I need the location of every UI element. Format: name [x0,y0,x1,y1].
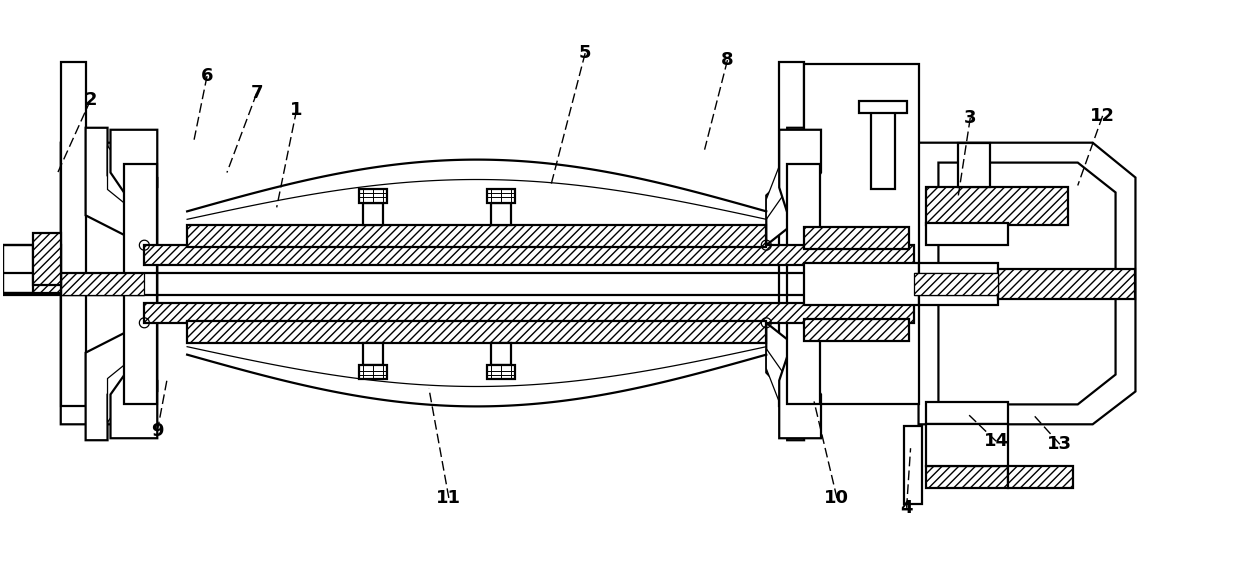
Text: 12: 12 [1090,107,1115,125]
Bar [61,273,144,295]
Bar [804,319,908,341]
Bar [1009,466,1073,488]
Polygon shape [938,163,1115,404]
Bar [958,143,990,188]
Bar [927,403,1009,424]
Polygon shape [108,349,144,422]
Polygon shape [108,146,144,219]
Text: 2: 2 [84,91,97,109]
Text: 1: 1 [290,101,302,119]
Bar [927,424,1009,466]
Bar [913,273,999,295]
Bar [363,204,383,225]
Polygon shape [766,146,787,219]
Text: 14: 14 [984,432,1009,450]
Bar [33,245,61,293]
Bar [359,365,387,379]
Bar [903,426,922,504]
Polygon shape [766,128,804,245]
Text: 9: 9 [151,422,164,440]
Bar [487,189,514,204]
Text: 4: 4 [901,499,913,517]
Bar [491,204,510,225]
Bar [927,223,1009,245]
Bar [999,269,1135,299]
Polygon shape [779,357,821,438]
Bar [61,62,85,407]
Polygon shape [918,143,1135,424]
Bar [871,105,895,189]
Polygon shape [779,130,821,213]
Bar [804,263,918,305]
Bar [144,303,913,323]
Bar [187,225,766,247]
Bar [491,342,510,365]
Text: 11: 11 [436,489,461,507]
Text: 6: 6 [201,67,213,85]
Polygon shape [110,130,157,213]
Text: 3: 3 [964,109,976,127]
Bar [927,466,1009,488]
Polygon shape [110,357,157,438]
Text: 13: 13 [1047,435,1072,453]
Bar [927,188,1068,225]
Polygon shape [85,128,144,245]
Bar [359,189,387,204]
Bar [779,62,804,407]
Bar [804,64,918,404]
Bar [787,164,820,404]
Bar [144,245,913,265]
Bar [487,365,514,379]
Text: 8: 8 [721,51,733,69]
Text: 7: 7 [250,84,263,102]
Bar [33,233,61,285]
Bar [187,321,766,342]
Polygon shape [85,323,144,440]
Text: 10: 10 [824,489,850,507]
Polygon shape [766,349,787,422]
Polygon shape [766,323,804,440]
Bar [363,342,383,365]
Text: 5: 5 [579,44,591,62]
Bar [918,263,999,305]
Bar [124,164,157,404]
Bar [804,227,908,249]
Bar [2,245,61,293]
Polygon shape [61,143,157,424]
Bar [859,101,907,113]
